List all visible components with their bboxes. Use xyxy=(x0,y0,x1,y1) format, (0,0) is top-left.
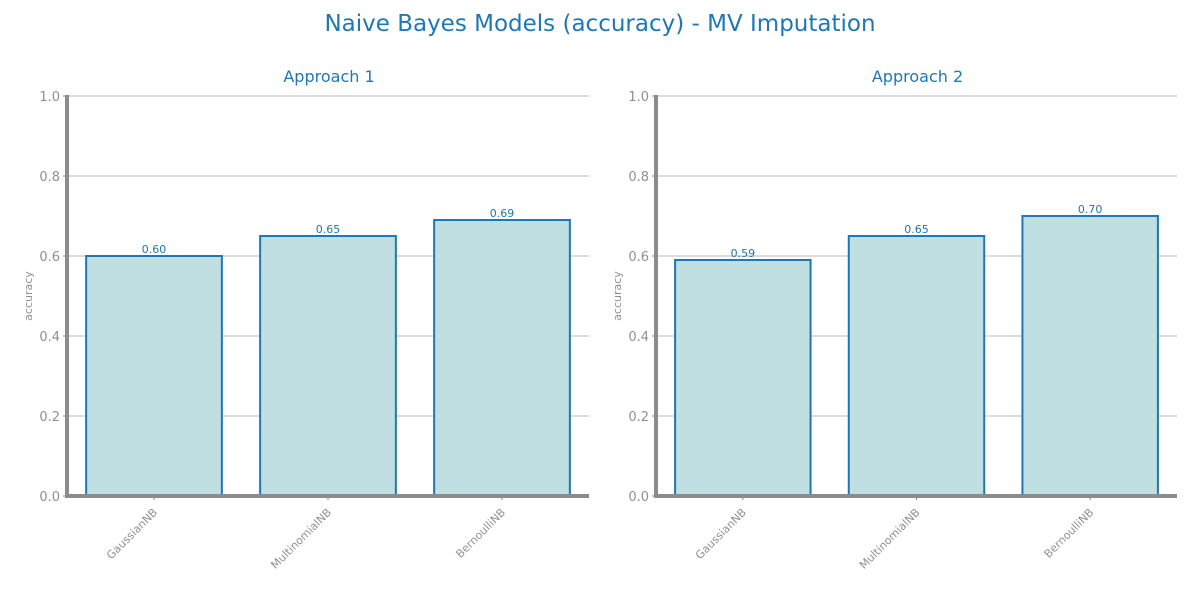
x-tick-label: GaussianNB xyxy=(104,506,160,562)
y-tick-label: 0.2 xyxy=(628,410,649,425)
x-tick-label: BernoulliNB xyxy=(453,506,508,561)
bar-value-label: 0.65 xyxy=(904,223,929,236)
x-tick-label: GaussianNB xyxy=(693,506,749,562)
y-tick-label: 0.2 xyxy=(39,410,60,425)
y-tick-label: 0.8 xyxy=(39,170,60,185)
bar-bernoullinb xyxy=(1021,215,1159,497)
figure-title: Naive Bayes Models (accuracy) - MV Imput… xyxy=(324,11,875,37)
y-tick-label: 1.0 xyxy=(628,90,649,105)
chart-panel-approach-1: Approach 1 0.0 0.2 0.4 0.6 0.8 1.0 accuracy 0.60… xyxy=(22,67,589,572)
bar-value-label: 0.65 xyxy=(316,223,341,236)
bar-value-label: 0.59 xyxy=(731,247,756,260)
bar-bernoullinb xyxy=(433,219,571,497)
chart-panel-approach-2: Approach 2 0.0 0.2 0.4 0.6 0.8 1.0 accuracy 0.59… xyxy=(611,67,1177,572)
panel-title: Approach 2 xyxy=(872,67,963,86)
bar-value-label: 0.69 xyxy=(490,207,515,220)
y-tick-label: 1.0 xyxy=(39,90,60,105)
bar-gaussiannb xyxy=(674,259,812,497)
y-tick-label: 0.6 xyxy=(628,250,649,265)
y-tick-label: 0.4 xyxy=(39,330,60,345)
x-tick-label: MultinomialNB xyxy=(268,506,334,572)
y-tick-label: 0.8 xyxy=(628,170,649,185)
bar-value-label: 0.60 xyxy=(142,243,167,256)
bar-multinomialnb xyxy=(259,235,397,497)
bar-gaussiannb xyxy=(85,255,223,497)
bar-value-label: 0.70 xyxy=(1078,203,1103,216)
y-axis-label: accuracy xyxy=(22,271,35,321)
y-tick-label: 0.6 xyxy=(39,250,60,265)
y-tick-label: 0.0 xyxy=(39,490,60,505)
x-tick-label: BernoulliNB xyxy=(1042,506,1097,561)
y-axis-label: accuracy xyxy=(611,271,624,321)
panel-title: Approach 1 xyxy=(283,67,374,86)
x-tick-label: MultinomialNB xyxy=(857,506,923,572)
y-tick-label: 0.0 xyxy=(628,490,649,505)
bar-multinomialnb xyxy=(847,235,986,497)
y-tick-label: 0.4 xyxy=(628,330,649,345)
